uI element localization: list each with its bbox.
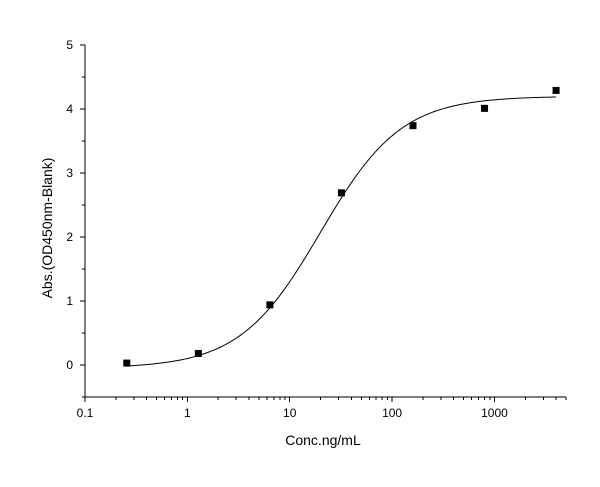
data-points-layer bbox=[123, 86, 560, 367]
y-axis: 0 1 2 3 4 5 bbox=[66, 38, 86, 398]
y-tick-label: 0 bbox=[66, 358, 73, 372]
y-tick-label: 3 bbox=[66, 166, 73, 180]
x-axis-title: Conc.ng/mL bbox=[285, 432, 361, 448]
y-tick-label: 1 bbox=[66, 294, 73, 308]
x-tick-label: 1 bbox=[184, 406, 191, 420]
y-tick-label: 5 bbox=[66, 38, 73, 52]
y-tick-label: 4 bbox=[66, 102, 73, 116]
fit-curve-layer bbox=[126, 96, 557, 367]
data-point bbox=[409, 122, 417, 130]
data-point bbox=[266, 301, 274, 309]
x-tick-label: 1000 bbox=[481, 406, 508, 420]
y-tick-label: 2 bbox=[66, 230, 73, 244]
x-tick-label: 100 bbox=[382, 406, 402, 420]
data-point bbox=[194, 349, 202, 357]
fit-curve-line bbox=[126, 96, 557, 367]
x-tick-label: 0.1 bbox=[77, 406, 94, 420]
x-axis: 0.1 1 10 100 1000 bbox=[77, 396, 567, 420]
data-point bbox=[481, 104, 489, 112]
data-point bbox=[123, 359, 131, 367]
data-point bbox=[337, 189, 345, 197]
data-point bbox=[552, 86, 560, 94]
x-tick-label: 10 bbox=[283, 406, 297, 420]
y-axis-title: Abs.(OD450nm-Blank) bbox=[39, 158, 55, 299]
